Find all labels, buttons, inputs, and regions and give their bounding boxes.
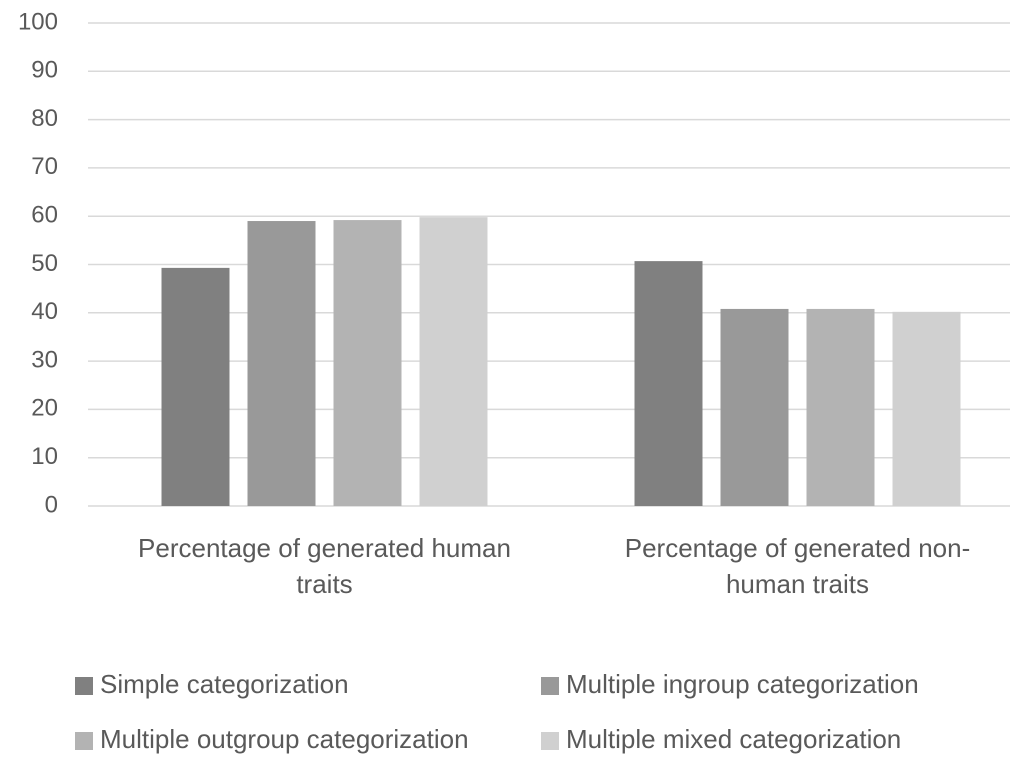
- x-tick-label: Percentage of generated human: [138, 533, 511, 563]
- y-tick-label: 90: [31, 57, 58, 84]
- y-tick-label: 50: [31, 250, 58, 277]
- x-tick-label: traits: [296, 569, 352, 599]
- bar: [161, 267, 230, 506]
- legend-label: Simple categorization: [100, 669, 349, 699]
- x-tick-label: Percentage of generated non-: [625, 533, 970, 563]
- y-tick-label: 20: [31, 395, 58, 422]
- y-tick-label: 70: [31, 153, 58, 180]
- legend-label: Multiple mixed categorization: [566, 724, 901, 754]
- y-tick-label: 0: [45, 491, 58, 518]
- legend-label: Multiple outgroup categorization: [100, 724, 469, 754]
- bar: [720, 308, 789, 506]
- y-tick-label: 30: [31, 346, 58, 373]
- bar: [892, 311, 961, 506]
- bar: [634, 261, 703, 506]
- bar: [333, 220, 402, 506]
- legend-swatch: [75, 732, 93, 750]
- legend-label: Multiple ingroup categorization: [566, 669, 919, 699]
- y-tick-label: 100: [18, 8, 58, 35]
- bar: [247, 221, 316, 506]
- bar: [806, 308, 875, 506]
- x-tick-label: human traits: [726, 569, 869, 599]
- bar: [419, 217, 488, 506]
- y-tick-label: 10: [31, 443, 58, 470]
- y-tick-label: 80: [31, 105, 58, 132]
- y-tick-label: 60: [31, 202, 58, 229]
- legend-swatch: [75, 677, 93, 695]
- y-tick-label: 40: [31, 298, 58, 325]
- legend-swatch: [541, 677, 559, 695]
- legend-swatch: [541, 732, 559, 750]
